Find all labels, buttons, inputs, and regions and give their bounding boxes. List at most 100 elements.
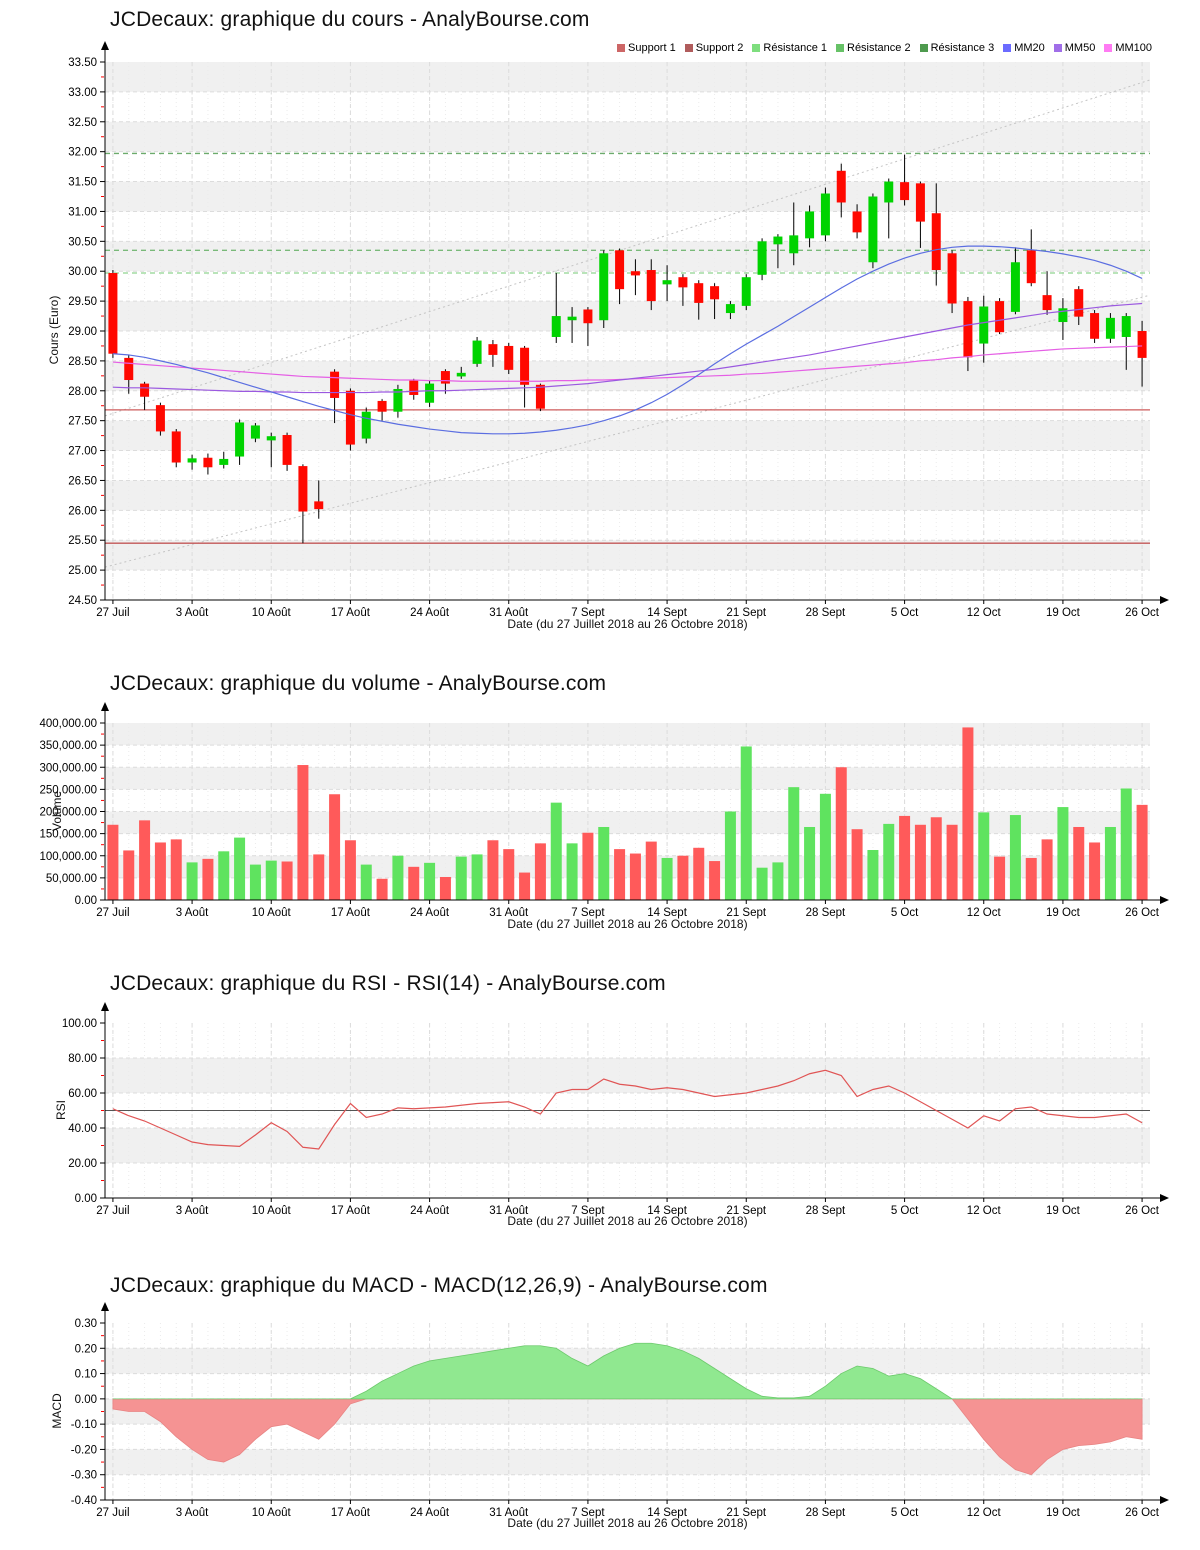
moving-averages-layer: [112, 245, 1143, 435]
svg-text:12 Oct: 12 Oct: [967, 1205, 1002, 1217]
svg-text:5 Oct: 5 Oct: [891, 1507, 919, 1519]
svg-text:24.50: 24.50: [68, 595, 97, 607]
svg-text:-0.20: -0.20: [71, 1444, 97, 1456]
svg-text:12 Oct: 12 Oct: [967, 907, 1002, 919]
legend-item-support-2: Support 2: [684, 42, 743, 54]
svg-text:10 Août: 10 Août: [252, 1507, 292, 1519]
legend-swatch-support-1: [617, 44, 625, 52]
svg-text:26 Oct: 26 Oct: [1125, 607, 1160, 619]
svg-text:32.50: 32.50: [68, 117, 97, 129]
legend-label-r-sistance-2: Résistance 2: [847, 42, 911, 54]
svg-text:60.00: 60.00: [68, 1088, 97, 1100]
svg-text:12 Oct: 12 Oct: [967, 1507, 1002, 1519]
svg-text:14 Sept: 14 Sept: [647, 607, 687, 619]
svg-text:29.00: 29.00: [68, 326, 97, 338]
svg-text:33.00: 33.00: [68, 87, 97, 99]
candles-layer: [108, 154, 1147, 544]
svg-text:24 Août: 24 Août: [410, 907, 450, 919]
svg-text:24 Août: 24 Août: [410, 607, 450, 619]
svg-text:19 Oct: 19 Oct: [1046, 607, 1081, 619]
svg-text:25.50: 25.50: [68, 535, 97, 547]
legend-item-r-sistance-1: Résistance 1: [752, 42, 827, 54]
legend-swatch-mm20: [1003, 44, 1012, 52]
svg-text:27 Juil: 27 Juil: [96, 1205, 129, 1217]
svg-text:50,000.00: 50,000.00: [46, 873, 97, 885]
volume-x-axis-caption: Date (du 27 Juillet 2018 au 26 Octobre 2…: [507, 917, 748, 931]
svg-text:27.50: 27.50: [68, 416, 97, 428]
volume-chart-title: JCDecaux: graphique du volume - AnalyBou…: [110, 672, 607, 695]
svg-text:30.00: 30.00: [68, 266, 97, 278]
svg-text:28 Sept: 28 Sept: [806, 607, 846, 619]
svg-text:31.50: 31.50: [68, 177, 97, 189]
svg-text:31.00: 31.00: [68, 206, 97, 218]
svg-text:27 Juil: 27 Juil: [96, 907, 129, 919]
svg-text:28.00: 28.00: [68, 386, 97, 398]
svg-text:27 Juil: 27 Juil: [96, 607, 129, 619]
bar-chart-plot: 400,000.00 350,000.00 300,000.00 250,000.00…: [39, 702, 1169, 919]
axes: 400,000.00 350,000.00 300,000.00 250,000.00…: [39, 702, 1169, 919]
svg-text:27.00: 27.00: [68, 446, 97, 458]
rsi-y-axis-label: RSI: [54, 1100, 68, 1121]
svg-text:24 Août: 24 Août: [410, 1507, 450, 1519]
price-chart-title: JCDecaux: graphique du cours - AnalyBour…: [110, 8, 590, 31]
svg-text:7 Sept: 7 Sept: [571, 607, 605, 619]
legend-label-mm50: MM50: [1064, 42, 1096, 54]
svg-text:-0.10: -0.10: [71, 1419, 97, 1431]
svg-text:26 Oct: 26 Oct: [1125, 1507, 1160, 1519]
svg-text:14 Sept: 14 Sept: [647, 907, 687, 919]
svg-text:28.50: 28.50: [68, 356, 97, 368]
svg-text:5 Oct: 5 Oct: [891, 1205, 919, 1217]
svg-text:-0.30: -0.30: [71, 1470, 97, 1482]
legend-label-r-sistance-3: Résistance 3: [930, 42, 995, 54]
svg-text:17 Août: 17 Août: [331, 1205, 371, 1217]
svg-text:33.50: 33.50: [68, 57, 97, 69]
legend-item-mm20: MM20: [1003, 42, 1045, 54]
svg-text:10 Août: 10 Août: [252, 1205, 292, 1217]
svg-text:12 Oct: 12 Oct: [967, 607, 1002, 619]
rsi-x-axis-caption: Date (du 27 Juillet 2018 au 26 Octobre 2…: [507, 1214, 748, 1228]
svg-text:0.00: 0.00: [75, 1394, 97, 1406]
svg-text:26.00: 26.00: [68, 505, 97, 517]
legend-swatch-r-sistance-1: [752, 44, 761, 52]
svg-text:7 Sept: 7 Sept: [571, 1507, 605, 1519]
macd-y-axis-label: MACD: [50, 1393, 64, 1429]
svg-text:40.00: 40.00: [68, 1123, 97, 1135]
svg-text:17 Août: 17 Août: [331, 1507, 371, 1519]
macd-chart-title: JCDecaux: graphique du MACD - MACD(12,26…: [110, 1274, 768, 1297]
svg-text:7 Sept: 7 Sept: [571, 907, 605, 919]
svg-text:31 Août: 31 Août: [489, 1507, 529, 1519]
legend-label-mm100: MM100: [1115, 42, 1152, 54]
svg-text:5 Oct: 5 Oct: [891, 907, 919, 919]
volume-y-axis-label: Volume: [50, 790, 64, 832]
svg-text:17 Août: 17 Août: [331, 607, 371, 619]
svg-text:24 Août: 24 Août: [410, 1205, 450, 1217]
svg-text:300,000.00: 300,000.00: [39, 762, 97, 774]
svg-text:21 Sept: 21 Sept: [726, 1205, 766, 1217]
svg-text:19 Oct: 19 Oct: [1046, 1205, 1081, 1217]
svg-text:29.50: 29.50: [68, 296, 97, 308]
legend-item-mm100: MM100: [1104, 42, 1152, 54]
svg-text:7 Sept: 7 Sept: [571, 1205, 605, 1217]
svg-text:3 Août: 3 Août: [176, 907, 209, 919]
svg-text:28 Sept: 28 Sept: [806, 1205, 846, 1217]
candlestick-chart-plot: 33.50 33.00 32.50 32.00 31.50 31.00 30.50 30.00…: [68, 41, 1169, 619]
svg-text:31 Août: 31 Août: [489, 1205, 529, 1217]
svg-text:10 Août: 10 Août: [252, 607, 292, 619]
svg-text:100,000.00: 100,000.00: [39, 851, 97, 863]
svg-text:20.00: 20.00: [68, 1158, 97, 1170]
svg-text:10 Août: 10 Août: [252, 907, 292, 919]
svg-text:3 Août: 3 Août: [176, 1507, 209, 1519]
svg-text:250,000.00: 250,000.00: [39, 784, 97, 796]
legend-swatch-mm50: [1053, 44, 1062, 52]
price-legend: Support 1 Support 2 Résistance 1 Résistance…: [617, 42, 1152, 54]
svg-text:27 Juil: 27 Juil: [96, 1507, 129, 1519]
price-x-axis-caption: Date (du 27 Juillet 2018 au 26 Octobre 2…: [507, 617, 748, 631]
svg-text:14 Sept: 14 Sept: [647, 1205, 687, 1217]
rsi-line: [112, 1069, 1143, 1150]
